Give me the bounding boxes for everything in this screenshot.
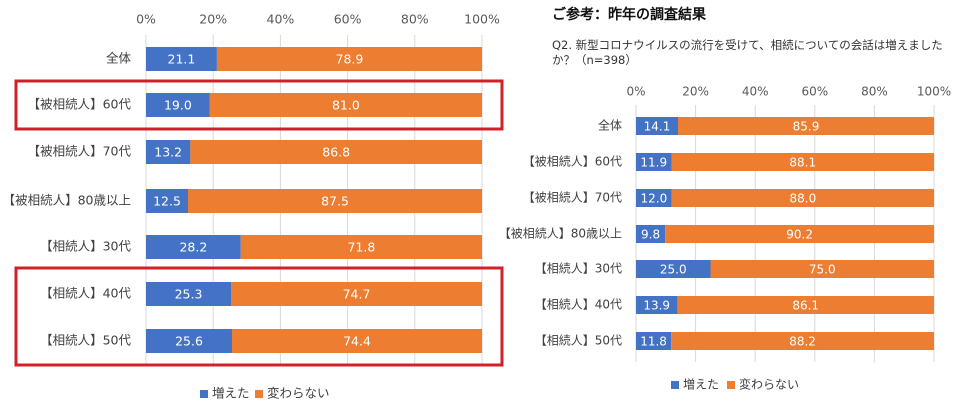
bar-unchanged <box>665 225 934 243</box>
bar-increased <box>636 225 666 243</box>
bar-increased <box>636 260 711 278</box>
data-label: 81.0 <box>332 98 360 113</box>
bar-increased <box>636 189 672 207</box>
bar-unchanged <box>190 140 483 164</box>
x-tick-label: 40% <box>742 85 769 99</box>
bar-unchanged <box>671 189 934 207</box>
data-label: 19.0 <box>164 98 192 113</box>
legend-label: 変わらない <box>739 377 799 392</box>
category-label: 【被相続人】80歳以上 <box>3 193 131 208</box>
bar-unchanged <box>188 189 482 213</box>
bar-increased <box>146 140 191 164</box>
chart-2: 0% 20% 40% 60% 80% 100% 全体 14.1 85.9 【被相続人】60代 11.… <box>499 85 951 392</box>
bar-unchanged <box>677 296 934 314</box>
bar-unchanged <box>671 332 934 350</box>
highlight-frame <box>14 266 504 367</box>
legend-swatch <box>255 390 263 398</box>
x-tick-label: 40% <box>267 12 295 27</box>
bar-increased <box>146 93 210 117</box>
category-label: 【相続人】30代 <box>535 262 622 276</box>
bar-unchanged <box>231 282 482 306</box>
legend-swatch <box>727 381 735 389</box>
bar-increased <box>146 189 188 213</box>
data-label: 74.4 <box>343 334 371 349</box>
category-label: 【被相続人】70代 <box>523 191 622 205</box>
legend-label: 増えた <box>683 378 719 392</box>
data-label: 86.1 <box>792 299 819 313</box>
legend-label: 増えた <box>212 386 250 401</box>
category-label: 【相続人】30代 <box>40 239 131 254</box>
legend-swatch <box>200 390 208 398</box>
bar-unchanged <box>678 117 934 135</box>
data-label: 88.1 <box>789 156 816 170</box>
bar-increased <box>636 296 678 314</box>
data-label: 75.0 <box>809 263 836 277</box>
x-tick-label: 100% <box>917 85 951 99</box>
bar-increased <box>636 332 672 350</box>
data-label: 11.9 <box>640 156 667 170</box>
chart-1: 0% 20% 40% 60% 80% 100% 全体 21.1 78.9 【被相続人】60代 19.… <box>3 12 504 401</box>
x-tick-label: 80% <box>861 85 888 99</box>
bar-increased <box>636 117 679 135</box>
category-label: 【被相続人】60代 <box>28 97 132 112</box>
data-label: 86.8 <box>322 145 350 160</box>
x-tick-label: 80% <box>401 12 429 27</box>
category-label: 【相続人】40代 <box>535 298 622 312</box>
data-label: 25.6 <box>175 334 203 349</box>
data-label: 25.3 <box>175 287 203 302</box>
bar-increased <box>146 282 232 306</box>
data-label: 74.7 <box>343 287 371 302</box>
bar-unchanged <box>240 235 482 259</box>
data-label: 13.2 <box>154 145 182 160</box>
category-label: 全体 <box>598 118 622 133</box>
bar-unchanged <box>216 47 482 71</box>
highlight-frame <box>14 79 504 131</box>
data-label: 88.2 <box>789 335 816 349</box>
category-label: 【相続人】50代 <box>40 333 131 348</box>
data-label: 78.9 <box>336 52 364 67</box>
data-label: 28.2 <box>179 240 207 255</box>
data-label: 87.5 <box>321 194 349 209</box>
bar-unchanged <box>671 153 934 171</box>
data-label: 14.1 <box>644 120 671 134</box>
x-tick-label: 20% <box>199 12 227 27</box>
data-label: 12.0 <box>641 192 668 206</box>
data-label: 9.8 <box>641 228 660 242</box>
category-label: 【被相続人】80歳以上 <box>499 227 622 241</box>
category-label: 【被相続人】70代 <box>28 144 132 159</box>
data-label: 88.0 <box>790 192 817 206</box>
data-label: 11.8 <box>640 335 667 349</box>
bar-increased <box>146 329 233 353</box>
x-tick-label: 0% <box>626 85 645 99</box>
data-label: 71.8 <box>347 240 375 255</box>
data-label: 21.1 <box>168 52 196 67</box>
reference-question: Q2. 新型コロナウイルスの流行を受けて、相続についての会話は増えましたか？（n… <box>552 38 943 67</box>
data-label: 25.0 <box>660 263 687 277</box>
x-tick-label: 20% <box>682 85 709 99</box>
x-tick-label: 60% <box>334 12 362 27</box>
data-label: 90.2 <box>786 228 813 242</box>
bar-unchanged <box>232 329 482 353</box>
bar-increased <box>146 47 217 71</box>
category-label: 【相続人】40代 <box>40 286 131 301</box>
bar-increased <box>636 153 672 171</box>
bar-unchanged <box>710 260 934 278</box>
category-label: 【相続人】50代 <box>535 334 622 348</box>
x-tick-label: 0% <box>136 12 156 27</box>
category-label: 【被相続人】60代 <box>523 155 622 169</box>
bar-increased <box>146 235 241 259</box>
legend-label: 変わらない <box>267 386 330 401</box>
category-label: 全体 <box>106 51 132 66</box>
data-label: 85.9 <box>793 120 820 134</box>
bar-unchanged <box>209 93 482 117</box>
data-label: 13.9 <box>643 299 670 313</box>
x-tick-label: 60% <box>801 85 828 99</box>
data-label: 12.5 <box>153 194 181 209</box>
x-tick-label: 100% <box>464 12 500 27</box>
legend-swatch <box>671 381 679 389</box>
reference-title: ご参考：昨年の調査結果 <box>552 7 706 23</box>
